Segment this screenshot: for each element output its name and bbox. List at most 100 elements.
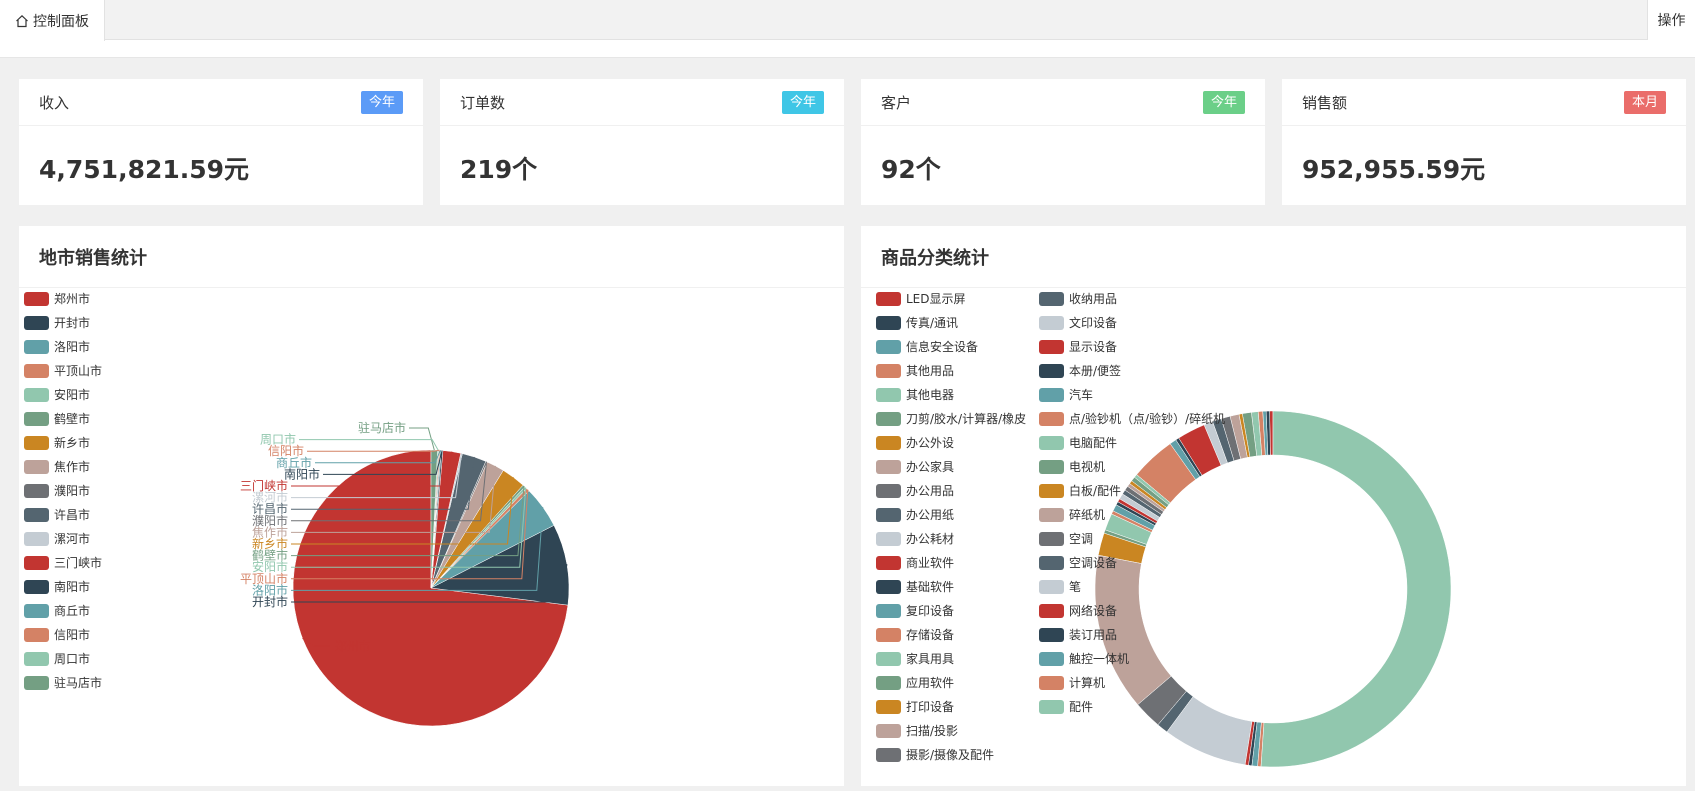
category-legend-item[interactable]: 其他电器 [876,386,954,403]
category-donut-slice[interactable] [1122,489,1162,518]
category-legend-item[interactable]: 基础软件 [876,578,954,595]
category-legend-item[interactable]: 汽车 [1039,386,1093,403]
category-donut-slice[interactable] [1251,721,1262,767]
category-legend-label: 触控一体机 [1069,652,1130,666]
sales-title: 销售额 [1302,93,1348,112]
category-legend-item[interactable]: 收纳用品 [1039,290,1117,307]
category-legend-label: 打印设备 [906,700,955,714]
category-legend-item[interactable]: 复印设备 [876,602,954,619]
category-legend-swatch [1039,387,1064,402]
category-legend-item[interactable]: 信息安全设备 [876,338,978,355]
city-legend-item[interactable]: 安阳市 [24,386,90,403]
city-legend-item[interactable]: 信阳市 [24,626,90,643]
revenue-title: 收入 [39,93,70,112]
category-legend-item[interactable]: 打印设备 [876,698,954,715]
category-legend-item[interactable]: 办公外设 [876,434,954,451]
category-legend-label: 传真/通讯 [906,316,959,330]
category-donut-slice[interactable] [1094,554,1172,706]
city-legend-item[interactable]: 鹤壁市 [24,410,90,427]
city-legend-item[interactable]: 驻马店市 [24,674,102,691]
category-donut-slice[interactable] [1166,696,1253,766]
category-donut-slice[interactable] [1229,413,1248,460]
category-legend-item[interactable]: 配件 [1039,698,1093,715]
category-donut-slice[interactable] [1157,690,1194,733]
city-legend-item[interactable]: 南阳市 [24,578,90,595]
category-donut-slice[interactable] [1137,675,1187,726]
city-legend-item[interactable]: 濮阳市 [24,482,90,499]
category-donut-slice[interactable] [1136,443,1196,504]
category-donut-slice[interactable] [1220,415,1241,462]
category-legend-item[interactable]: LED显示屏 [876,290,966,307]
customers-value: 92个 [881,155,941,184]
city-slice-label: 新乡市 [252,536,288,551]
category-legend-item[interactable]: 电脑配件 [1039,434,1117,451]
city-legend-item[interactable]: 漯河市 [24,530,90,547]
city-legend-item[interactable]: 平顶山市 [24,362,102,379]
category-legend-item[interactable]: 商业软件 [876,554,954,571]
category-legend-item[interactable]: 点/验钞机（点/验钞）/碎纸机 [1039,410,1225,427]
city-pie-chart: 驻马店市周口市信阳市商丘市南阳市三门峡市漯河市许昌市濮阳市焦作市新乡市鹤壁市安阳… [240,420,570,727]
category-legend-item[interactable]: 触控一体机 [1039,650,1129,667]
category-legend-swatch [1039,339,1064,354]
city-legend-item[interactable]: 三门峡市 [24,554,102,571]
city-legend-item[interactable]: 开封市 [24,314,90,331]
category-donut-slice[interactable] [1097,532,1147,564]
category-legend-label: 存储设备 [906,628,955,642]
category-legend-item[interactable]: 存储设备 [876,626,954,643]
city-legend-label: 信阳市 [54,628,91,642]
category-legend-item[interactable]: 网络设备 [1039,602,1117,619]
category-donut-slice[interactable] [1257,411,1266,456]
category-donut-slice[interactable] [1104,513,1152,545]
category-donut-slice[interactable] [1242,412,1257,458]
city-legend-item[interactable]: 洛阳市 [24,338,90,355]
category-donut-slice[interactable] [1178,424,1222,476]
city-slice-label: 三门峡市 [240,478,288,493]
category-donut-slice[interactable] [1260,410,1452,768]
category-legend-item[interactable]: 笔 [1039,578,1081,595]
tab-dashboard[interactable]: 控制面板 [0,0,105,41]
category-legend-item[interactable]: 办公家具 [876,458,954,475]
city-legend-swatch [24,579,49,594]
category-donut-slice[interactable] [1124,486,1164,515]
category-donut-slice[interactable] [1251,411,1263,457]
category-donut-slice[interactable] [1131,476,1170,508]
category-legend-item[interactable]: 显示设备 [1039,338,1117,355]
category-legend-item[interactable]: 空调 [1039,530,1093,547]
category-donut-slice[interactable] [1212,418,1235,464]
operations-button[interactable]: 操作 [1647,0,1695,40]
city-legend-item[interactable]: 商丘市 [24,602,90,619]
category-legend-item[interactable]: 办公用品 [876,482,954,499]
category-legend-item[interactable]: 白板/配件 [1039,482,1121,499]
category-legend-item[interactable]: 办公用纸 [876,506,954,523]
category-legend-label: 本册/便签 [1069,364,1122,378]
category-legend-item[interactable]: 扫描/投影 [876,722,958,739]
category-legend-item[interactable]: 装订用品 [1039,626,1117,643]
category-legend-item[interactable]: 计算机 [1039,674,1105,691]
category-donut-slice[interactable] [1203,421,1228,466]
category-legend-item[interactable]: 电视机 [1039,458,1105,475]
category-donut-slice[interactable] [1112,504,1156,531]
category-legend-item[interactable]: 家具用具 [876,650,954,667]
city-pie-slice[interactable] [292,449,569,727]
category-legend-item[interactable]: 摄影/摄像及配件 [876,746,994,763]
category-donut-slice[interactable] [1169,439,1201,480]
category-legend-item[interactable]: 本册/便签 [1039,362,1121,379]
category-legend-item[interactable]: 其他用品 [876,362,954,379]
city-legend-item[interactable]: 焦作市 [24,458,90,475]
city-legend-item[interactable]: 新乡市 [24,434,90,451]
category-legend-item[interactable]: 空调设备 [1039,554,1117,571]
category-legend-item[interactable]: 刀剪/胶水/计算器/橡皮 [876,410,1026,427]
city-legend-label: 漯河市 [54,532,91,546]
category-legend-item[interactable]: 传真/通讯 [876,314,958,331]
category-legend-item[interactable]: 办公耗材 [876,530,954,547]
category-legend-item[interactable]: 应用软件 [876,674,954,691]
city-label-line [291,477,514,545]
city-legend-item[interactable]: 郑州市 [24,290,90,307]
city-legend-item[interactable]: 周口市 [24,650,90,667]
city-legend-item[interactable]: 许昌市 [24,506,90,523]
category-legend-label: 扫描/投影 [906,724,959,738]
category-donut-slice[interactable] [1119,493,1161,522]
city-legend-label: 鹤壁市 [54,412,91,426]
category-legend-item[interactable]: 碎纸机 [1039,506,1105,523]
category-legend-item[interactable]: 文印设备 [1039,314,1117,331]
